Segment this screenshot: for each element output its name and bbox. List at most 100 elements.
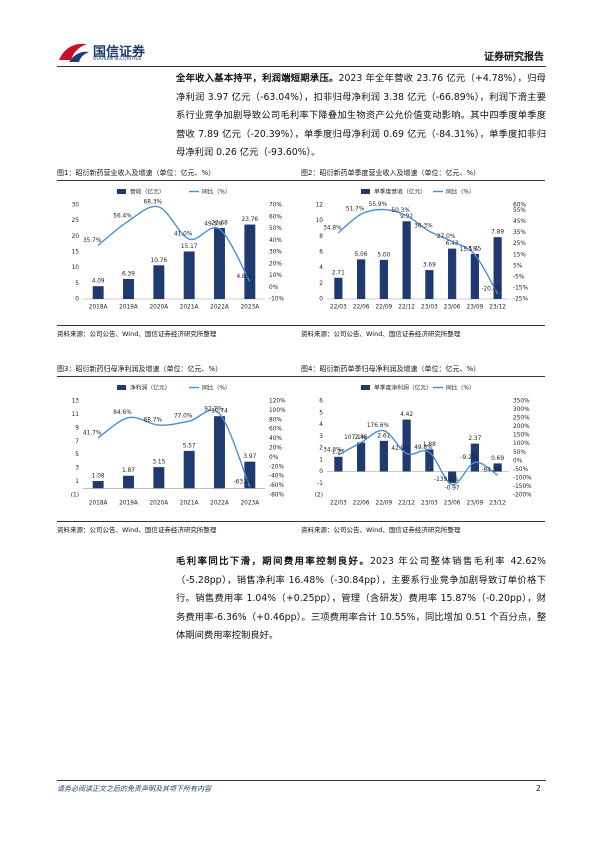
bar-value-label: 10.74 xyxy=(211,409,228,415)
y-tick-label: 4 xyxy=(319,265,323,271)
bar xyxy=(153,467,165,489)
bar-value-label: 0.69 xyxy=(491,456,504,462)
y-tick-label: 6 xyxy=(319,250,323,256)
y2-tick-label: -200% xyxy=(513,493,532,499)
x-tick-label: 2020A xyxy=(149,305,168,311)
y2-tick-label: -100% xyxy=(513,475,532,481)
logo-mark xyxy=(59,43,89,62)
bar-value-label: 9.92 xyxy=(400,214,413,220)
line-value-label: 51.7% xyxy=(346,207,365,213)
x-tick-label: 22/12 xyxy=(398,305,415,311)
legend-swatch xyxy=(361,189,370,194)
figure-title: 图2：昭衍新药单季度营业收入及增速（单位：亿元、%） xyxy=(301,168,545,181)
y2-tick-label: 40% xyxy=(269,238,282,244)
line-value-label: 49.8% xyxy=(414,445,433,451)
y2-tick-label: 200% xyxy=(513,424,530,430)
y-tick-label: 0 xyxy=(75,297,79,303)
y2-tick-label: 150% xyxy=(513,433,530,439)
x-tick-label: 22/09 xyxy=(376,501,393,507)
y-tick-label: 1 xyxy=(75,479,79,485)
y2-tick-label: -40% xyxy=(269,474,284,480)
bar xyxy=(357,259,366,299)
line-value-label: -63.0% xyxy=(234,480,255,486)
chart: (1)135791113-80%-60%-40%-20%0%20%40%60%8… xyxy=(71,384,286,507)
x-tick-label: 2018A xyxy=(89,305,108,311)
figure-title: 图4：昭衍新药单季归母净利润及增速（单位：亿元、%） xyxy=(301,364,545,377)
y-tick-label: 2 xyxy=(319,281,323,287)
figure-title: 图1：昭衍新药营业收入及增速（单位：亿元、%） xyxy=(57,168,301,181)
line-value-label: 4.8% xyxy=(236,274,251,280)
y2-tick-label: -20% xyxy=(269,464,284,470)
x-tick-label: 23/06 xyxy=(444,501,461,507)
x-tick-label: 2022A xyxy=(210,501,229,507)
legend-label: 单季度营收（亿元） xyxy=(374,188,426,196)
footer-rule xyxy=(57,780,546,781)
y-tick-label: 0 xyxy=(319,297,323,303)
bar xyxy=(244,461,256,489)
line-value-label: 68.3% xyxy=(144,199,163,205)
y-tick-label: 2 xyxy=(319,446,323,452)
bar-value-label: 2.37 xyxy=(468,436,481,442)
x-tick-label: 2021A xyxy=(180,501,199,507)
x-tick-label: 2019A xyxy=(119,305,138,311)
y-tick-label: 12 xyxy=(316,203,324,209)
bar-value-label: 1.08 xyxy=(92,474,105,480)
logo: 国信证券 GUOSEN SECURITIES xyxy=(57,40,177,66)
legend-label: 单季度净利润（亿元） xyxy=(374,384,432,392)
y-tick-label: 6 xyxy=(319,399,323,405)
bar xyxy=(379,259,388,299)
figure: 图1：昭衍新药营业收入及增速（单位：亿元、%） 0 5 10 15 20 25 30 -10% 0… xyxy=(57,168,301,339)
y-tick-label: 4 xyxy=(319,422,323,428)
y2-tick-label: 0% xyxy=(269,285,279,291)
y-tick-label: 11 xyxy=(72,412,80,418)
y2-tick-label: 55% xyxy=(513,208,526,214)
x-tick-label: 2021A xyxy=(180,305,199,311)
bar-value-label: 7.89 xyxy=(491,230,504,236)
x-tick-label: 23/09 xyxy=(467,501,484,507)
y-tick-label: 10 xyxy=(72,265,80,271)
y-tick-label: 3 xyxy=(75,466,79,472)
header-rule xyxy=(57,66,546,67)
y2-tick-label: -15% xyxy=(513,285,528,291)
line-value-label: 35.7% xyxy=(83,238,102,244)
y2-tick-label: -25% xyxy=(513,297,528,303)
line-value-label: 56.4% xyxy=(113,213,132,219)
y2-tick-label: 100% xyxy=(269,408,286,414)
bar xyxy=(123,278,134,299)
y2-tick-label: 0% xyxy=(269,455,279,461)
line-value-label: 55.9% xyxy=(369,202,388,208)
line-value-label: 49.5% xyxy=(204,222,223,228)
line-value-label: 41.0% xyxy=(174,232,193,238)
legend-label: 净利润（亿元） xyxy=(130,384,171,392)
bar xyxy=(493,237,502,299)
line-value-label: 50.3% xyxy=(391,208,410,214)
y2-tick-label: 0% xyxy=(513,458,523,464)
y2-tick-label: 60% xyxy=(269,214,282,220)
y2-tick-label: 100% xyxy=(513,441,530,447)
y2-tick-label: 120% xyxy=(269,399,286,405)
y-tick-label: (1) xyxy=(71,493,79,499)
bar-value-label: 5.06 xyxy=(355,252,368,258)
chart: 0 2 4 6 8 10 12 -25% -15% -5% 5% 15% 25% 35% 45% 55%60%… xyxy=(316,188,529,311)
line-value-label: 27.0% xyxy=(437,234,456,240)
bar-value-label: 3.15 xyxy=(152,460,165,466)
logo-text: 国信证券 xyxy=(93,45,146,60)
bar xyxy=(334,277,343,299)
line-value-label: -9.2% xyxy=(460,455,477,461)
bar xyxy=(153,265,165,299)
line-value-label: -20.4% xyxy=(481,286,502,292)
y2-tick-label: 70% xyxy=(269,203,282,209)
y2-tick-label: 50% xyxy=(269,226,282,232)
bar-value-label: 6.43 xyxy=(446,241,459,247)
paragraph: 毛利率同比下滑，期间费用率控制良好。2023 年公司整体销售毛利率 42.62%… xyxy=(176,553,546,646)
bar-value-label: 1.25 xyxy=(332,449,345,455)
legend-label: 同比（%） xyxy=(202,384,231,392)
x-tick-label: 2018A xyxy=(89,501,108,507)
y2-tick-label: 250% xyxy=(513,416,530,422)
paragraph-lead: 全年收入基本持平，利润端短期承压。 xyxy=(176,73,339,84)
bar xyxy=(244,224,256,299)
bar-value-label: 4.42 xyxy=(400,412,413,418)
bar-value-label: -0.97 xyxy=(445,485,460,491)
line-value-label: 84.6% xyxy=(113,410,132,416)
